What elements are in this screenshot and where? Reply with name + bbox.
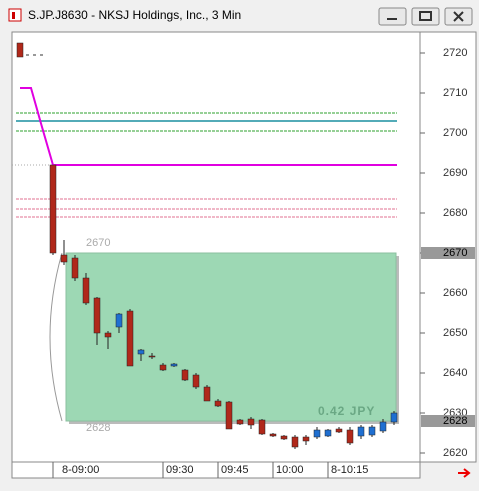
window-buttons[interactable]	[378, 7, 473, 26]
candle-body	[181, 369, 189, 381]
y-tick-label: 2620	[443, 447, 467, 459]
candle-body	[291, 436, 299, 448]
candle-body	[302, 436, 310, 442]
y-tick-label: 2650	[443, 327, 467, 339]
y-tick-label: 2640	[443, 367, 467, 379]
candle-body	[71, 257, 79, 279]
candle-body	[258, 419, 266, 435]
x-tick-label: 09:30	[166, 464, 194, 476]
candle-body	[335, 428, 343, 433]
maximize-icon	[419, 11, 432, 21]
x-tick-label: 10:00	[276, 464, 304, 476]
range-top-label: 2670	[86, 237, 110, 249]
candle-body	[390, 412, 398, 423]
candle-body	[269, 433, 277, 437]
candle-body	[49, 164, 57, 254]
price-tag	[421, 415, 475, 427]
app-icon-bar	[12, 12, 15, 19]
range-box	[65, 252, 397, 422]
y-tick-label: 2660	[443, 287, 467, 299]
candle-body	[159, 364, 167, 371]
candle-body	[214, 400, 222, 407]
y-tick-label: 2690	[443, 167, 467, 179]
candle-body	[379, 421, 387, 432]
candle-body	[115, 313, 123, 328]
price-tag	[421, 247, 475, 259]
y-tick-label: 2720	[443, 47, 467, 59]
candle-body	[280, 435, 288, 440]
candle-body	[225, 401, 233, 430]
candle-body	[60, 254, 68, 263]
candle-body	[236, 419, 244, 425]
candle-body	[324, 429, 332, 437]
candle-body	[126, 310, 134, 367]
close-icon	[453, 11, 464, 22]
x-axis-panel	[11, 461, 421, 479]
candle-body	[16, 42, 24, 58]
price-tag-label: 2628	[443, 415, 467, 427]
maximize-button[interactable]	[411, 7, 440, 26]
x-tick-label: 8-09:00	[62, 464, 99, 476]
candle-body	[137, 349, 145, 355]
candle-body	[82, 277, 90, 304]
candle-body	[357, 426, 365, 437]
candle-body	[104, 332, 112, 338]
price-tag-label: 2670	[443, 247, 467, 259]
candle-body	[203, 386, 211, 402]
range-bracket	[49, 252, 63, 422]
candle-body	[148, 355, 156, 358]
y-tick-label: 2700	[443, 127, 467, 139]
candle-body	[170, 363, 178, 367]
scroll-arrow[interactable]	[458, 468, 471, 478]
candle-body	[346, 429, 354, 444]
y-tick-label: 2680	[443, 207, 467, 219]
x-tick-label: 8-10:15	[331, 464, 368, 476]
range-bottom-label: 2628	[86, 422, 110, 434]
candle-body	[192, 374, 200, 388]
window-title: S.JP.J8630 - NKSJ Holdings, Inc., 3 Min	[28, 8, 241, 22]
candle-body	[313, 429, 321, 438]
range-text: 0.42 JPY	[318, 404, 375, 418]
minimize-button[interactable]	[378, 7, 407, 26]
candle-body	[368, 426, 376, 436]
candle-body	[247, 418, 255, 426]
x-tick-label: 09:45	[221, 464, 249, 476]
y-tick-label: 2710	[443, 87, 467, 99]
indicator-line	[20, 87, 397, 166]
candle-body	[93, 297, 101, 334]
